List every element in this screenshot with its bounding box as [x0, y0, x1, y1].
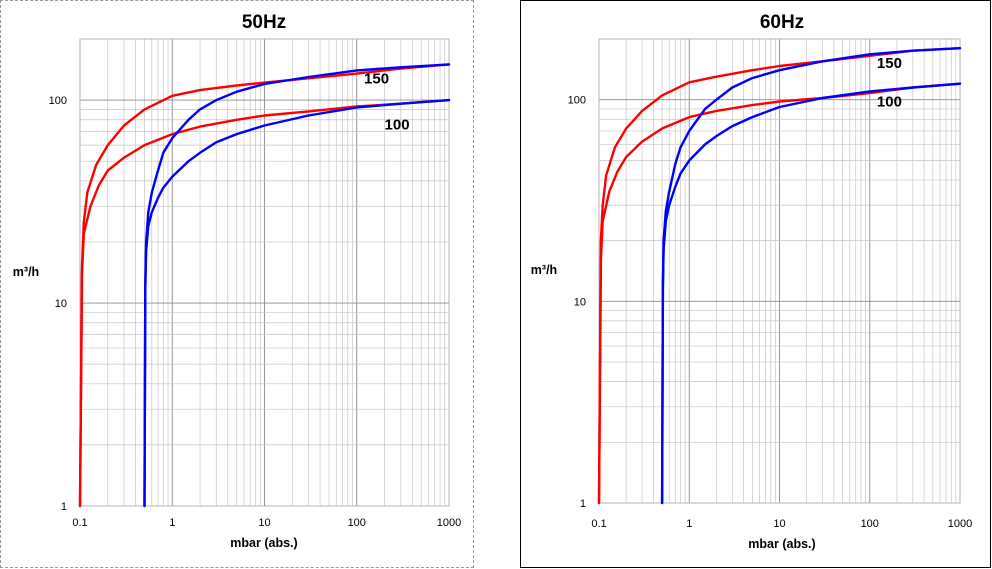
x-axis-label: mbar (abs.)	[230, 536, 297, 550]
x-tick-label: 100	[861, 518, 879, 530]
y-tick-label: 100	[49, 95, 67, 107]
x-tick-label: 0.1	[72, 517, 87, 529]
y-tick-label: 1	[580, 498, 586, 510]
x-tick-label: 10	[773, 518, 785, 530]
x-tick-label: 1000	[948, 518, 972, 530]
y-tick-label: 100	[568, 95, 586, 107]
curve-label: 150	[877, 55, 902, 72]
y-axis-label: m³/h	[13, 265, 39, 279]
series-line-3	[143, 63, 451, 508]
y-tick-label: 10	[574, 296, 586, 308]
x-tick-label: 10	[258, 517, 270, 529]
plot-area-frame	[79, 38, 450, 507]
plot-area-frame	[598, 38, 961, 504]
x-tick-label: 100	[348, 517, 366, 529]
curve-label: 100	[877, 93, 902, 110]
x-axis-label: mbar (abs.)	[748, 537, 815, 551]
x-tick-label: 1	[686, 518, 692, 530]
y-tick-label: 1	[61, 501, 67, 513]
y-axis-label: m³/h	[531, 263, 557, 277]
series-line-3	[660, 47, 962, 505]
curve-label: 150	[364, 70, 389, 87]
curve-label: 100	[385, 116, 410, 133]
series-line-2	[78, 98, 451, 508]
chart-50hz: 0.1 1 10 100 1000 1 10 100 150 100 50Hz mbar (abs.)…	[13, 12, 461, 550]
series-line-4	[143, 98, 451, 508]
series-line-1	[78, 63, 451, 508]
y-tick-label: 10	[55, 298, 67, 310]
chart-title: 50Hz	[242, 12, 286, 33]
x-tick-label: 1000	[437, 517, 461, 529]
chart-panel-60hz: 0.1 1 10 100 1000 1 10 100 150 100 60Hz mbar (abs.)…	[520, 0, 991, 568]
x-tick-label: 1	[169, 517, 175, 529]
series-line-4	[660, 82, 962, 505]
chart-title: 60Hz	[760, 12, 804, 33]
chart-panel-50hz: 0.1 1 10 100 1000 1 10 100 150 100 50Hz mbar (abs.)…	[0, 0, 474, 568]
x-tick-label: 0.1	[591, 518, 606, 530]
chart-60hz: 0.1 1 10 100 1000 1 10 100 150 100 60Hz mbar (abs.)…	[531, 12, 972, 551]
